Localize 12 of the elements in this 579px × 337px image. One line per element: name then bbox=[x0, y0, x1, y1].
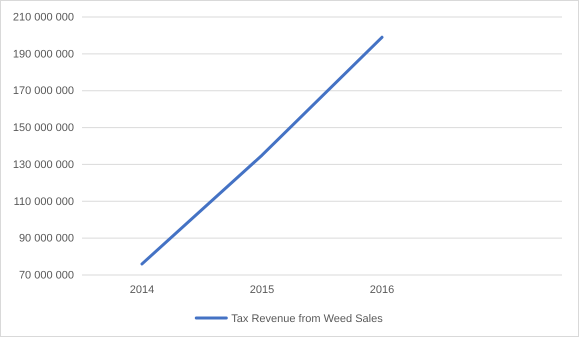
y-tick-label: 130 000 000 bbox=[12, 158, 74, 171]
y-tick-label: 190 000 000 bbox=[12, 48, 74, 60]
y-tick-label: 170 000 000 bbox=[12, 85, 74, 98]
y-tick-label: 210 000 000 bbox=[12, 12, 74, 24]
x-tick-label: 2016 bbox=[370, 284, 394, 296]
y-tick-label: 110 000 000 bbox=[14, 196, 74, 208]
x-tick-label: 2014 bbox=[130, 284, 154, 296]
y-tick-label: 90 000 000 bbox=[18, 232, 74, 245]
legend-label: Tax Revenue from Weed Sales bbox=[231, 313, 384, 325]
y-tick-label: 150 000 000 bbox=[12, 122, 74, 134]
x-tick-label: 2015 bbox=[250, 284, 274, 296]
y-tick-label: 70 000 000 bbox=[18, 270, 74, 282]
